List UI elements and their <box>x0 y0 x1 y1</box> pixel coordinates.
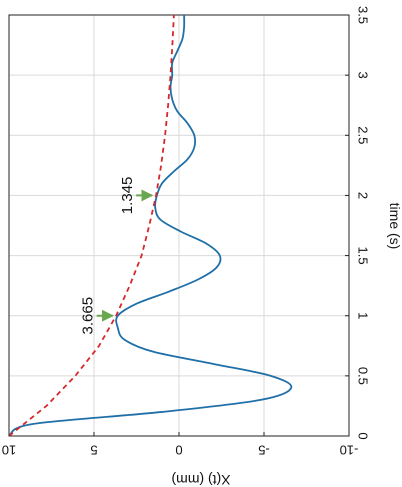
time-tick-label: 0.5 <box>356 367 371 385</box>
displacement-tick-label: 0 <box>175 443 182 458</box>
grid-lines <box>8 14 350 437</box>
displacement-tick-label: -10 <box>340 443 359 458</box>
response-curve <box>9 15 293 436</box>
series-layer <box>9 15 293 436</box>
annotation-label: 1.345 <box>119 177 136 215</box>
x-axis-title: time (s) <box>387 203 402 250</box>
time-tick-label: 3.5 <box>356 6 371 24</box>
time-tick-label: 3 <box>356 72 371 79</box>
envelope-curve <box>9 15 175 436</box>
displacement-tick-label: 5 <box>90 443 97 458</box>
time-tick-label: 2 <box>356 192 371 199</box>
annotation-label: 3.665 <box>80 297 97 335</box>
time-tick-label: 2.5 <box>356 126 371 144</box>
time-tick-label: 1.5 <box>356 247 371 265</box>
y-axis-title: X(t) (mm) <box>171 472 230 487</box>
ticks-layer: 0 0.5 1 1.5 2 2.5 3 3.5 10 5 0 -5 -10 <box>2 6 371 458</box>
time-tick-label: 0 <box>356 432 371 439</box>
annotations-layer: 3.665 1.345 <box>80 177 154 335</box>
time-tick-label: 1 <box>356 312 371 319</box>
displacement-tick-label: 10 <box>2 443 16 458</box>
displacement-tick-label: -5 <box>258 443 270 458</box>
